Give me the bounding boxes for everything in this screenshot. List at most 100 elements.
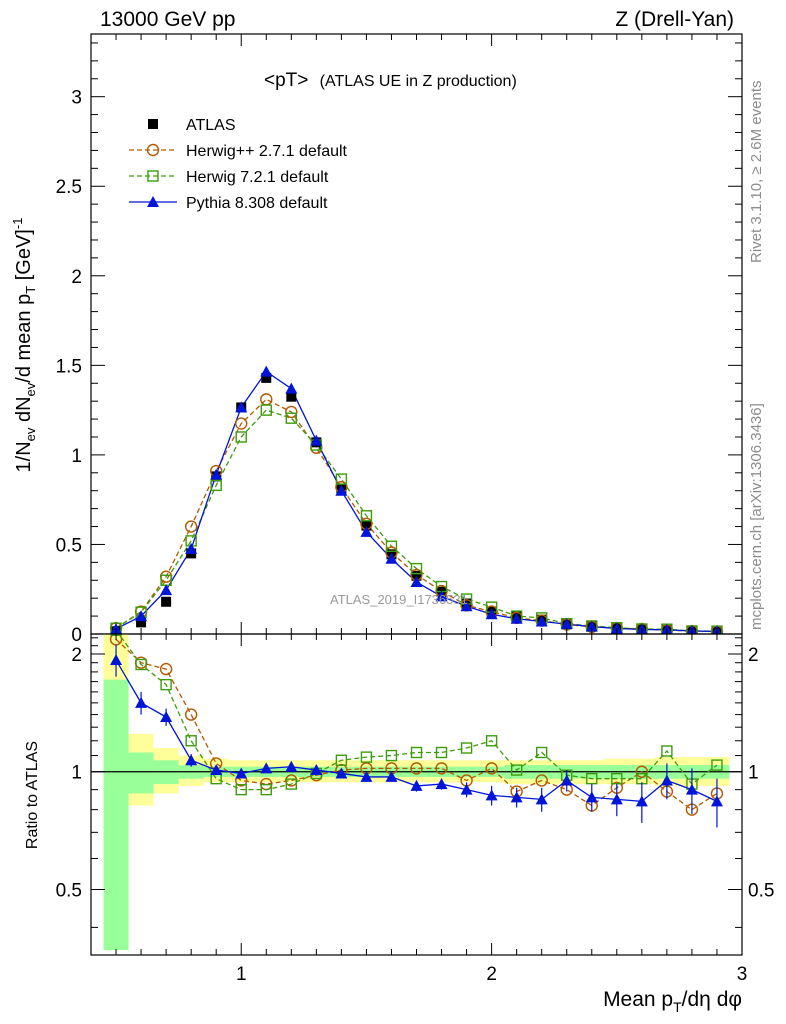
ratio-y-tick-label: 2 [71,645,82,666]
x-tick-label: 1 [236,964,247,985]
ratio-point-series-1 [485,735,498,747]
main-y-tick-label: 1 [71,446,82,467]
ratio-band-green [128,752,154,794]
main-point-series-2 [335,473,348,485]
main-y-tick-label: 1.5 [56,356,82,377]
main-point-series-3 [585,620,598,632]
legend-label-0: ATLAS [186,117,236,134]
main-y-tick-label: 0.5 [56,535,82,556]
ratio-point-series-2 [435,778,448,790]
ylabel-part3: /d mean p [13,294,35,383]
ratio-point-series-2 [310,764,323,776]
ratio-axes: 1 2 3 0.5 0.5 1 1 2 2 [56,633,774,985]
main-point-series-3 [260,365,273,377]
ratio-point-series-2 [110,654,123,666]
ratio-plot-marks [91,634,742,828]
ratio-y-tick-label-right: 0.5 [748,880,774,901]
ylabel-unit: [GeV] [13,229,35,286]
xlabel-end: /dη dφ [682,988,742,1011]
ratio-y-tick-label-right: 2 [748,645,759,666]
legend-marker-2 [147,170,159,182]
ratio-frame [90,633,743,956]
ratio-point-series-2 [235,767,248,779]
main-point-series-3 [210,468,223,480]
rivet-label: Rivet 3.1.10, ≥ 2.6M events [748,81,765,264]
ylabel-sub-t: T [23,286,38,294]
main-point-series-2 [160,574,172,586]
ratio-point-series-2 [385,770,398,782]
ratio-point-series-1 [210,772,222,785]
main-point-series-3 [485,608,498,620]
mcplots-label: mcplots.cern.ch [arXiv:1306.3436] [748,403,765,630]
header-right: Z (Drell-Yan) [615,8,734,31]
ratio-y-tick-label: 0.5 [56,880,82,901]
ratio-point-series-2 [185,754,198,766]
ylabel-part1: 1/N [13,441,35,472]
ratio-point-series-0 [485,762,498,775]
ylabel-sup: -1 [10,218,25,230]
ratio-point-series-1 [335,754,348,766]
main-point-series-0 [161,596,172,607]
main-point-series-0 [261,372,272,383]
ratio-y-tick-label-right: 1 [748,763,759,784]
ratio-point-series-2 [285,760,298,772]
legend-label-3: Pythia 8.308 default [186,195,328,212]
main-point-series-2 [210,479,222,492]
plot-title-main: <pT> [264,70,308,91]
ratio-point-series-1 [510,764,523,776]
ratio-point-series-2 [585,791,598,803]
main-point-series-3 [460,600,473,612]
main-point-series-0 [136,617,147,628]
ratio-point-series-1 [235,783,247,796]
main-point-series-3 [235,401,248,413]
main-point-series-1 [285,405,298,419]
legend: ATLAS Herwig++ 2.7.1 default Herwig 7.2.1 … [129,117,348,212]
ratio-point-series-1 [661,745,673,757]
main-point-series-3 [385,552,398,564]
main-point-series-3 [560,618,573,630]
x-tick-label: 2 [486,964,497,985]
ratio-point-series-2 [360,770,373,782]
ratio-point-series-0 [535,774,548,787]
ratio-point-series-2 [485,789,498,801]
main-point-series-0 [286,391,297,402]
main-point-series-3 [310,434,323,446]
ratio-point-series-1 [636,772,648,785]
plot-title-sub: (ATLAS UE in Z production) [320,73,517,90]
main-point-series-1 [235,417,248,430]
main-point-series-3 [510,612,523,624]
legend-label-2: Herwig 7.2.1 default [186,169,329,186]
ratio-point-series-2 [610,793,623,805]
ratio-point-series-1 [410,746,423,759]
ratio-point-series-1 [160,678,172,691]
ylabel-part2: dN [13,396,35,427]
legend-marker-0 [148,119,158,129]
ratio-point-series-0 [159,662,173,676]
ratio-point-series-1 [711,759,723,771]
ratio-point-series-2 [685,783,698,795]
main-point-series-3 [185,542,198,554]
plot-title: <pT> (ATLAS UE in Z production) [264,70,517,91]
xlabel-main: Mean p [603,988,673,1011]
main-point-series-3 [610,622,623,634]
main-point-series-3 [435,590,448,602]
main-point-series-2 [435,580,448,593]
main-point-series-2 [260,404,272,416]
main-point-series-2 [385,540,398,552]
main-point-series-0 [411,570,422,581]
legend-label-1: Herwig++ 2.7.1 default [186,143,348,160]
ratio-band-green [103,679,129,951]
main-point-series-2 [285,412,298,424]
main-point-series-3 [135,610,148,622]
ratio-line-series-1 [117,634,718,791]
ratio-point-series-1 [435,746,448,759]
ratio-point-series-1 [360,751,373,763]
ratio-point-series-1 [385,749,398,762]
ratio-point-series-2 [210,764,223,776]
ratio-point-series-2 [335,767,348,779]
main-point-series-3 [360,525,373,537]
ratio-ylabel: Ratio to ATLAS [24,741,41,849]
main-axes: 0 0.5 1 1.5 2 2.5 3 [56,33,743,646]
header-left: 13000 GeV pp [100,8,235,31]
